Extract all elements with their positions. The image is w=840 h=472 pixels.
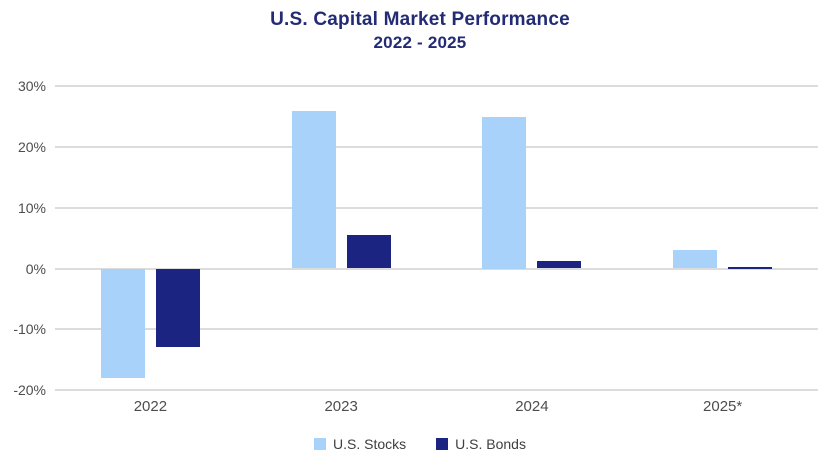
us-bonds-legend-label: U.S. Bonds	[455, 436, 526, 452]
us-stocks-swatch-icon	[314, 438, 327, 450]
legend: U.S. Stocks U.S. Bonds	[0, 437, 840, 451]
gridline-20	[55, 146, 818, 149]
x-tick-label-2023: 2023	[324, 398, 358, 415]
us-bonds-swatch-icon	[436, 438, 449, 450]
legend-item-us-bonds: U.S. Bonds	[436, 437, 526, 451]
x-tick-label-2024: 2024	[515, 398, 549, 415]
gridline-10	[55, 206, 818, 209]
chart-title: U.S. Capital Market Performance	[270, 9, 570, 30]
y-tick-label-10: 10%	[17, 199, 46, 216]
y-tick-label-30: 30%	[17, 78, 46, 95]
bar-2022-u-s-stocks	[100, 268, 145, 378]
bar-2023-u-s-bonds	[346, 235, 391, 269]
y-tick-label-10: -10%	[13, 321, 46, 338]
x-tick-label-2025: 2025*	[703, 398, 743, 415]
legend-item-us-stocks: U.S. Stocks	[314, 437, 406, 451]
y-tick-label-20: -20%	[13, 381, 46, 398]
bar-2025-u-s-stocks	[673, 250, 718, 269]
chart-subtitle: 2022 - 2025	[373, 33, 467, 52]
gridline-0	[55, 267, 818, 270]
bar-2024-u-s-stocks	[482, 116, 527, 269]
x-tick-label-2022: 2022	[133, 398, 168, 415]
us-stocks-legend-label: U.S. Stocks	[333, 436, 407, 452]
y-tick-label-20: 20%	[17, 139, 46, 156]
gridline-10	[55, 328, 818, 331]
bar-2023-u-s-stocks	[291, 110, 336, 269]
gridline-30	[55, 85, 818, 88]
bar-2022-u-s-bonds	[155, 268, 200, 348]
bar-2024-u-s-bonds	[537, 261, 582, 269]
y-tick-label-0: 0%	[25, 260, 46, 277]
gridline-20	[55, 388, 818, 391]
chart-title-block: U.S. Capital Market Performance 2022 - 2…	[0, 8, 840, 53]
bar-2025-u-s-bonds	[728, 266, 773, 269]
